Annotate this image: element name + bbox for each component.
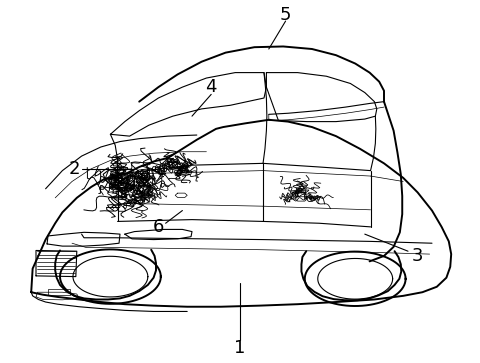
Text: 1: 1 [234, 339, 246, 358]
Text: 5: 5 [280, 5, 291, 24]
Text: 4: 4 [205, 78, 217, 96]
Text: 3: 3 [412, 247, 423, 265]
Text: 6: 6 [153, 218, 164, 236]
Text: 2: 2 [69, 160, 80, 178]
